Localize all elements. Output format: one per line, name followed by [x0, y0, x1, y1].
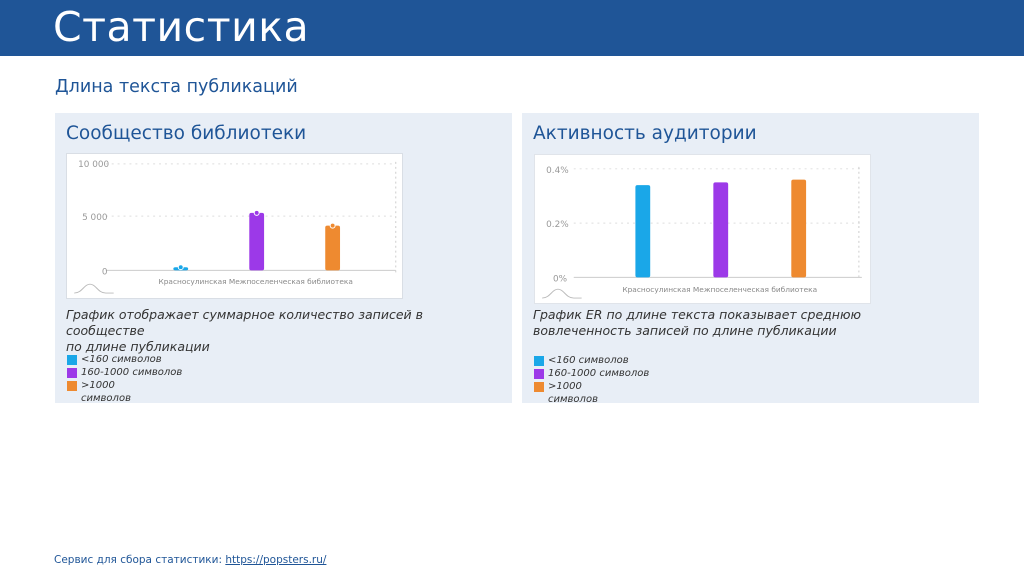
mini-navigator	[74, 283, 114, 294]
bar-long[interactable]	[791, 179, 807, 278]
legend-item-long: >1000 символов	[67, 379, 182, 405]
legend-label: <160 символов	[81, 354, 162, 365]
bar-medium[interactable]	[713, 182, 729, 278]
y-tick-label: 0	[102, 267, 108, 277]
header-bar: Статистика	[0, 0, 1024, 56]
chart-community-svg: 10 000 5 000 0 Красносулинская Межпоселе…	[74, 160, 397, 294]
legend: <160 символов 160-1000 символов >1000 си…	[67, 353, 182, 405]
legend-swatch-medium	[534, 369, 544, 379]
bar-short[interactable]	[635, 185, 651, 278]
footer: Сервис для сбора статистики: https://pop…	[54, 554, 326, 566]
y-tick-label: 10 000	[78, 160, 109, 170]
bar-marker-long[interactable]	[329, 222, 336, 229]
description-line: График отображает суммарное количество з…	[66, 307, 424, 338]
panel-audience-activity: Активность аудитории 0.4% 0.2% 0% Красно…	[522, 113, 979, 406]
legend-swatch-short	[534, 356, 544, 366]
chart-description: График отображает суммарное количество з…	[66, 307, 466, 355]
y-tick-label: 5 000	[82, 213, 108, 223]
page-title: Статистика	[53, 3, 310, 51]
bar-marker-short[interactable]	[177, 264, 184, 271]
legend: <160 символов 160-1000 символов >1000 си…	[534, 354, 649, 406]
legend-swatch-long	[534, 382, 544, 392]
legend-label: <160 символов	[548, 355, 629, 366]
legend-swatch-long	[67, 381, 77, 391]
legend-swatch-medium	[67, 368, 77, 378]
bar-medium[interactable]	[249, 212, 265, 271]
panel-title: Активность аудитории	[533, 123, 757, 144]
chart-community: 10 000 5 000 0 Красносулинская Межпоселе…	[66, 153, 403, 299]
chart-er: 0.4% 0.2% 0% Красносулинская Межпоселенч…	[534, 154, 871, 304]
bars-group	[173, 209, 341, 271]
legend-item-medium: 160-1000 символов	[534, 367, 649, 380]
chart-er-svg: 0.4% 0.2% 0% Красносулинская Межпоселенч…	[542, 166, 862, 299]
section-subtitle: Длина текста публикаций	[55, 77, 298, 97]
panel-community: Сообщество библиотеки 10 000 5 000 0 Кра…	[55, 113, 512, 405]
legend-label: символов	[548, 394, 598, 405]
footer-text: Сервис для сбора статистики:	[54, 554, 226, 566]
legend-label: 160-1000 символов	[81, 367, 183, 378]
x-category-label: Красносулинская Межпоселенческая библиот…	[159, 277, 353, 286]
bars-group	[635, 179, 807, 278]
chart-description: График ER по длине текста показывает сре…	[533, 307, 913, 339]
legend-swatch-short	[67, 355, 77, 365]
y-tick-label: 0.4%	[546, 166, 569, 176]
popsters-link[interactable]: https://popsters.ru/	[225, 554, 327, 566]
bar-marker-medium[interactable]	[253, 209, 260, 216]
y-tick-label: 0%	[553, 274, 567, 284]
legend-item-medium: 160-1000 символов	[67, 366, 182, 379]
description-line: по длине публикации	[66, 339, 210, 354]
panel-title: Сообщество библиотеки	[66, 123, 307, 144]
legend-label: 160-1000 символов	[548, 368, 650, 379]
legend-label: >1000	[548, 381, 582, 392]
mini-navigator	[542, 288, 582, 299]
bar-long[interactable]	[325, 225, 341, 271]
legend-item-short: <160 символов	[534, 354, 649, 367]
legend-label: >1000	[81, 380, 115, 391]
x-category-label: Красносулинская Межпоселенческая библиот…	[622, 285, 817, 294]
legend-label: символов	[81, 393, 131, 404]
legend-item-long: >1000 символов	[534, 380, 649, 406]
y-tick-label: 0.2%	[546, 220, 569, 230]
description-line: График ER по длине текста показывает сре…	[533, 307, 862, 322]
description-line: вовлеченность записей по длине публикаци…	[533, 323, 837, 338]
legend-item-short: <160 символов	[67, 353, 182, 366]
